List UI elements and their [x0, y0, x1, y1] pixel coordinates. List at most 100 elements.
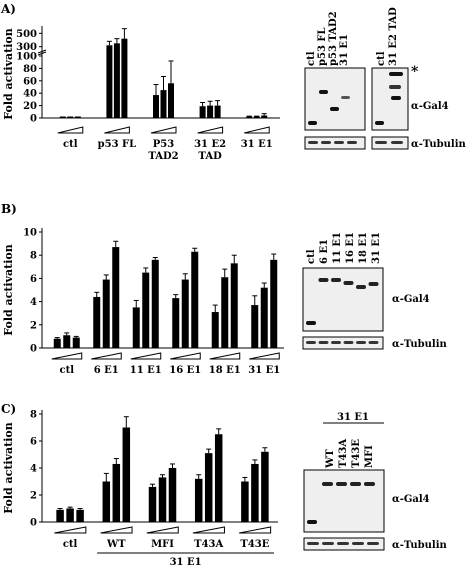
bar: [160, 90, 167, 118]
gal4-blot-left: [304, 67, 366, 131]
blot-band: [331, 278, 341, 282]
blot-band: [307, 520, 317, 524]
lane-label: MFI: [364, 445, 375, 468]
bar: [214, 105, 221, 118]
gal4-label: α-Gal4: [411, 101, 449, 112]
bar: [74, 116, 81, 118]
y-tick-label: 100: [16, 52, 37, 63]
blot-band: [389, 85, 401, 89]
category-label: TAD2: [148, 151, 178, 162]
panel-a-letter: A): [0, 2, 16, 16]
dose-wedge: [244, 126, 270, 134]
tubulin-label: α-Tubulin: [411, 139, 467, 150]
lane-label: p53 FL: [317, 27, 328, 66]
bar: [211, 312, 219, 348]
bar: [76, 509, 84, 522]
blot-band: [336, 482, 347, 486]
category-label: 31 E2: [194, 139, 226, 150]
western-blot-panel-a: ctl p53 FL p53 TAD2 31 E1 ctl 31 E2 TAD*α-Gal…: [304, 7, 467, 150]
dose-wedge: [104, 126, 130, 134]
y-tick-label: 4: [30, 297, 37, 308]
tubulin-label: α-Tubulin: [392, 540, 448, 551]
bar: [270, 259, 278, 348]
y-axis-label: Fold activation: [2, 422, 15, 513]
y-tick-label: 0: [30, 344, 37, 355]
lane-label: ctl: [306, 51, 317, 66]
bar: [261, 115, 268, 118]
bar: [168, 83, 174, 118]
category-label: 11 E1: [130, 365, 162, 376]
lane-label: T43E: [351, 439, 362, 468]
blot-band: [391, 96, 401, 100]
y-tick-label: 6: [30, 437, 37, 448]
blot-band: [343, 281, 354, 285]
gal4-label: α-Gal4: [392, 294, 430, 305]
y-tick-label: 80: [23, 64, 37, 75]
dose-wedge: [54, 526, 87, 534]
y-tick-label: 2: [30, 320, 37, 331]
dose-wedge: [249, 352, 280, 360]
bar: [204, 453, 213, 522]
tubulin-band: [307, 542, 319, 545]
blot-band: [319, 90, 328, 94]
bar: [53, 338, 61, 348]
blot-band: [356, 285, 366, 289]
bar: [194, 478, 203, 522]
dose-wedge: [239, 526, 272, 534]
y-tick-label: 0: [30, 518, 37, 529]
bar: [207, 105, 214, 118]
tubulin-band: [321, 141, 331, 144]
blot-band: [330, 107, 339, 111]
tubulin-blot: [302, 336, 384, 350]
panel-c-letter: C): [1, 402, 16, 416]
dose-wedge: [170, 352, 201, 360]
dose-wedge: [209, 352, 241, 360]
y-tick-label: 20: [23, 101, 37, 112]
bar: [181, 279, 189, 348]
category-label: 31 E1: [241, 139, 273, 150]
y-tick-label: 0: [30, 114, 37, 125]
bar: [251, 463, 259, 522]
lane-label: p53 TAD2: [328, 11, 339, 66]
lane-label: 16 E1: [345, 232, 356, 264]
category-label: TAD: [198, 151, 222, 162]
category-label: T43E: [240, 539, 269, 550]
bar: [148, 486, 157, 522]
y-tick-label: 60: [23, 76, 37, 87]
blot-band: [368, 282, 379, 286]
bar: [59, 116, 66, 118]
tubulin-band: [343, 341, 354, 344]
tubulin-band: [306, 341, 316, 344]
blot-band: [364, 482, 375, 486]
gal4-label: α-Gal4: [392, 494, 430, 505]
lane-label: 31 E2 TAD: [388, 7, 399, 66]
group-caption: 31 E1: [170, 557, 202, 568]
tubulin-band: [352, 542, 364, 545]
tubulin-band: [391, 141, 403, 144]
category-label: ctl: [63, 539, 78, 550]
asterisk-mark: *: [411, 64, 419, 80]
tubulin-band: [375, 141, 387, 144]
category-label: 16 E1: [169, 365, 201, 376]
bar: [102, 279, 110, 348]
bar: [63, 335, 71, 348]
bar: [132, 307, 140, 348]
lane-label: 6 E1: [319, 239, 330, 264]
bar: [56, 509, 64, 522]
bar: [106, 45, 113, 119]
y-tick-label: 10: [23, 228, 37, 239]
bar: [153, 95, 159, 118]
y-tick-label: 8: [30, 410, 37, 421]
y-tick-label: 40: [23, 89, 37, 100]
blot-band: [341, 96, 350, 99]
category-label: 31 E1: [248, 365, 280, 376]
lane-label: ctl: [376, 51, 387, 66]
bar: [113, 43, 120, 119]
tubulin-label: α-Tubulin: [392, 339, 448, 350]
western-blot-panel-c: 31 E1 WT T43A T43E MFI α-Gal4 α-Tubulin: [303, 412, 448, 551]
y-axis-label: Fold activation: [2, 28, 15, 119]
bar: [214, 434, 223, 522]
lane-label: ctl: [306, 249, 317, 264]
dose-wedge: [192, 526, 225, 534]
